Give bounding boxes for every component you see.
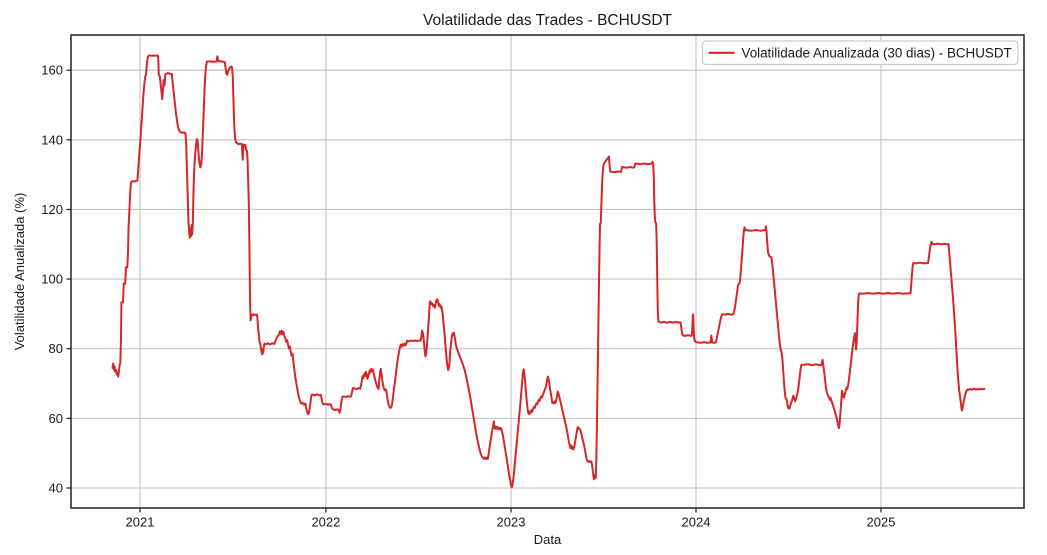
svg-text:160: 160 [41,63,63,78]
svg-text:2023: 2023 [497,515,526,530]
svg-text:120: 120 [41,202,63,217]
svg-text:2025: 2025 [867,515,896,530]
svg-text:100: 100 [41,272,63,287]
svg-text:Volatilidade das Trades - BCHU: Volatilidade das Trades - BCHUSDT [423,12,673,29]
svg-text:Data: Data [534,532,562,547]
svg-text:2022: 2022 [311,515,340,530]
svg-text:Volatilidade Anualizada (%): Volatilidade Anualizada (%) [12,193,27,351]
svg-text:2024: 2024 [682,515,711,530]
svg-text:40: 40 [49,481,63,496]
svg-text:80: 80 [49,341,63,356]
svg-text:60: 60 [49,411,63,426]
svg-text:140: 140 [41,132,63,147]
svg-text:2021: 2021 [126,515,155,530]
svg-text:Volatilidade Anualizada (30 di: Volatilidade Anualizada (30 dias) - BCHU… [742,46,1012,61]
